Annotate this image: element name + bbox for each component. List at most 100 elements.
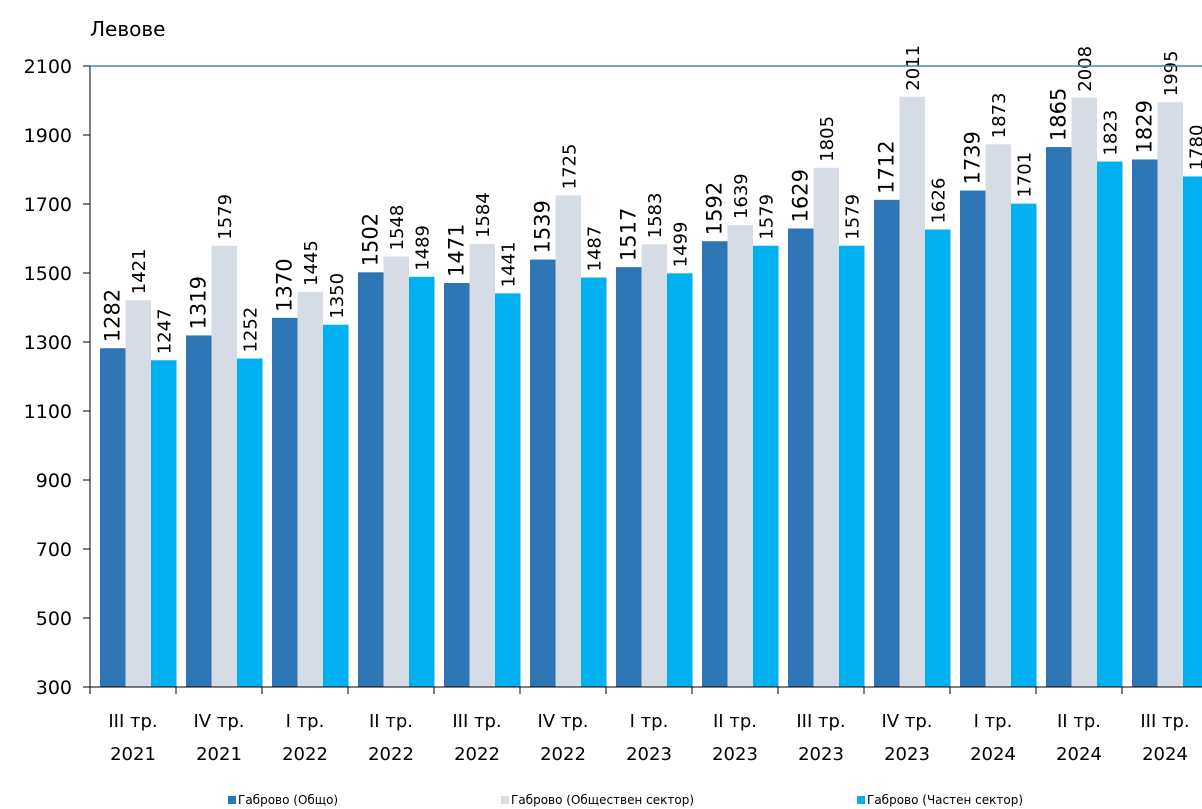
x-category-label: III тр. [796, 711, 845, 732]
data-label: 1445 [301, 240, 322, 286]
x-category-year: 2023 [626, 744, 672, 765]
bar [297, 291, 323, 687]
data-label: 1712 [875, 140, 899, 193]
bar [1132, 159, 1158, 687]
data-label: 1865 [1047, 88, 1071, 141]
x-category-label: III тр. [108, 711, 157, 732]
x-category-label: III тр. [452, 711, 501, 732]
bar [272, 317, 298, 687]
x-category-label: I тр. [974, 711, 1013, 732]
data-label: 1823 [1101, 110, 1122, 156]
x-category-label: IV тр. [882, 711, 933, 732]
bar [469, 244, 495, 687]
data-label: 1579 [757, 194, 778, 240]
data-label: 2008 [1075, 46, 1096, 92]
y-tick-label: 1700 [24, 194, 72, 216]
bar [727, 225, 753, 688]
x-category-year: 2022 [368, 744, 414, 765]
legend-swatch [857, 796, 865, 804]
data-label: 1471 [445, 224, 469, 277]
bar [125, 300, 151, 687]
y-axis-ticks: 300 500 700 900 1100 1300 1500 1700 1900 2100 [24, 56, 90, 699]
data-label: 1502 [359, 213, 383, 266]
y-tick-label: 1300 [24, 332, 72, 354]
bar [788, 228, 814, 687]
y-tick-label: 1100 [24, 401, 72, 423]
data-label: 1584 [473, 192, 494, 238]
data-label: 1873 [989, 93, 1010, 139]
bar [186, 335, 212, 687]
data-label: 1247 [155, 308, 176, 354]
x-axis-categories: III тр. 2021 IV тр. 2021 I тр. 2022 II тр. 2022… [108, 711, 1189, 765]
data-label: 1579 [215, 194, 236, 240]
x-category-year: 2024 [970, 744, 1016, 765]
y-tick-label: 1900 [24, 125, 72, 147]
y-tick-label: 900 [36, 470, 72, 492]
bar [409, 276, 435, 687]
bars [100, 96, 1202, 688]
data-label: 1350 [327, 273, 348, 319]
bar [641, 244, 667, 688]
data-label: 1441 [499, 242, 520, 288]
legend-label: Габрово (Общо) [238, 793, 338, 807]
bar [667, 273, 693, 687]
data-label: 1725 [559, 144, 580, 190]
x-category-year: 2024 [1142, 744, 1188, 765]
bar [237, 358, 263, 687]
data-label: 1592 [703, 182, 727, 235]
x-category-year: 2024 [1056, 744, 1102, 765]
data-label: 1701 [1015, 152, 1036, 198]
x-category-year: 2023 [712, 744, 758, 765]
data-label: 1499 [671, 222, 692, 268]
x-category-label: III тр. [1140, 711, 1189, 732]
x-category-year: 2021 [196, 744, 242, 765]
data-label: 1319 [187, 276, 211, 329]
bar [444, 283, 470, 687]
data-label: 1370 [273, 258, 297, 311]
bar [1097, 161, 1123, 687]
data-label: 1829 [1133, 100, 1157, 153]
x-category-label: I тр. [630, 711, 669, 732]
bar [151, 360, 177, 687]
x-category-year: 2022 [540, 744, 586, 765]
x-category-year: 2022 [454, 744, 500, 765]
bar [960, 190, 986, 688]
y-axis-unit-label: Левове [90, 17, 165, 41]
y-tick-label: 500 [36, 608, 72, 630]
x-category-label: II тр. [713, 711, 757, 732]
legend-swatch [501, 796, 509, 804]
x-category-year: 2023 [884, 744, 930, 765]
bar [985, 144, 1011, 687]
bar [581, 277, 607, 687]
data-label: 1539 [531, 200, 555, 253]
data-label: 1639 [731, 173, 752, 219]
legend-swatch [228, 796, 236, 804]
data-label: 2011 [903, 45, 924, 91]
bar [358, 272, 384, 687]
data-label: 1282 [101, 289, 125, 342]
bar [100, 348, 126, 687]
legend: Габрово (Общо) Габрово (Обществен сектор)… [228, 793, 1023, 807]
data-label: 1583 [645, 193, 666, 239]
bar [616, 267, 642, 687]
data-label: 1489 [413, 225, 434, 271]
x-category-label: II тр. [369, 711, 413, 732]
bar [211, 245, 237, 687]
axes [89, 65, 1202, 694]
legend-label: Габрово (Обществен сектор) [511, 793, 694, 807]
bar [323, 324, 349, 687]
bar [702, 241, 728, 687]
legend-label: Габрово (Частен сектор) [867, 793, 1023, 807]
bar [1157, 102, 1183, 688]
bar [899, 96, 925, 687]
data-label: 1626 [929, 178, 950, 224]
y-tick-label: 700 [36, 539, 72, 561]
data-label: 1579 [843, 194, 864, 240]
x-category-label: II тр. [1057, 711, 1101, 732]
data-label: 1487 [585, 226, 606, 272]
bar [874, 199, 900, 688]
data-label: 1421 [129, 248, 150, 294]
bar [383, 256, 409, 687]
y-tick-label: 2100 [24, 56, 72, 78]
